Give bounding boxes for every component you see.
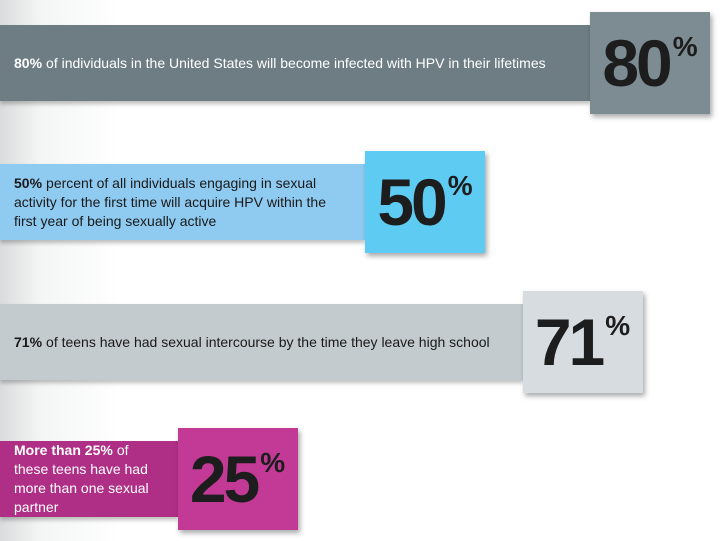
value-box: 50% xyxy=(365,151,485,253)
description-text: of teens have had sexual intercourse by … xyxy=(46,333,490,350)
value-box: 71% xyxy=(522,291,643,393)
description: 71% of teens have had sexual intercourse … xyxy=(14,333,507,352)
description-text: of individuals in the United States will… xyxy=(46,54,546,71)
description-lead: 80% xyxy=(14,54,43,71)
value-box: 80% xyxy=(590,12,710,114)
description-lead: 71% xyxy=(14,333,43,350)
description: More than 25% of these teens have had mor… xyxy=(14,441,162,517)
bar xyxy=(0,441,178,517)
value-box: 25% xyxy=(177,428,298,530)
value-label: 25% xyxy=(189,442,286,516)
value-label: 50% xyxy=(377,165,473,239)
value-label: 71% xyxy=(534,305,631,379)
description-text: of these teens have had more than one se… xyxy=(14,442,149,515)
description-lead: 50% xyxy=(14,174,43,191)
bar xyxy=(0,25,590,101)
bar xyxy=(0,304,523,380)
bar xyxy=(0,164,365,240)
description: 50% percent of all individuals engaging i… xyxy=(14,174,349,231)
description-text: percent of all individuals engaging in s… xyxy=(14,174,326,229)
description: 80% of individuals in the United States w… xyxy=(14,54,574,73)
value-label: 80% xyxy=(602,26,698,100)
description-lead: More than 25% xyxy=(14,442,113,458)
